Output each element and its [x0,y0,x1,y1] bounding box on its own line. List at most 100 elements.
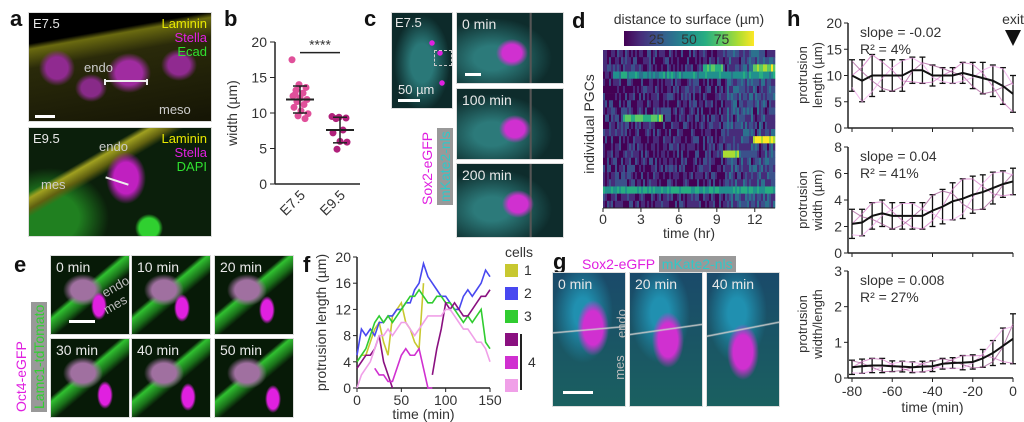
heatmap-cell [653,114,656,123]
heatmap-cell [773,107,776,115]
heatmap-cell [631,121,634,130]
heatmap-cell [669,57,672,65]
heatmap-cell [619,50,622,58]
heatmap-cell [667,136,670,144]
heatmap-cell [739,71,742,80]
heatmap-cell [731,186,734,194]
heatmap-cell [703,200,706,209]
heatmap-cell [675,143,678,151]
heatmap-cell [607,136,610,144]
heatmap-cell [653,172,656,180]
heatmap-cell [741,179,744,187]
heatmap-cell [605,93,608,101]
heatmap-cell [665,57,668,65]
heatmap-cell [615,150,618,159]
heatmap-cell [649,150,652,159]
heatmap-cell [705,93,708,101]
heatmap-cell [773,150,776,159]
micrograph-frame: 40 min [706,272,780,407]
heatmap-cell [625,143,628,151]
heatmap-cell [655,107,658,115]
heatmap-cell [633,200,636,209]
heatmap-cell [677,157,680,166]
heatmap-cell [717,57,720,65]
heatmap-cell [627,71,630,80]
heatmap-cell [743,200,746,209]
heatmap-cell [681,150,684,159]
heatmap-cell [725,172,728,180]
heatmap-cell [771,136,774,144]
heatmap-cell [731,143,734,151]
heatmap-cell [701,64,704,72]
heatmap-cell [661,143,664,151]
heatmap-cell [759,129,762,137]
heatmap-cell [695,136,698,144]
heatmap-cell [605,71,608,80]
heatmap-cell [641,93,644,101]
heatmap-cell [671,71,674,80]
heatmap-cell [605,121,608,130]
heatmap-cell [637,93,640,101]
heatmap-cell [729,164,732,173]
heatmap-cell [617,157,620,166]
heatmap-cell [715,57,718,65]
heatmap-cell [691,172,694,180]
heatmap-cell [637,107,640,115]
heatmap-cell [717,71,720,80]
heatmap-cell [669,71,672,80]
heatmap-cell [639,186,642,194]
heatmap-cell [723,85,726,94]
heatmap-cell [767,150,770,159]
heatmap-cell [689,193,692,202]
heatmap-cell [651,164,654,173]
heatmap-cell [653,85,656,94]
heatmap-cell [671,200,674,209]
heatmap-cell [663,200,666,209]
heatmap-cell [697,100,700,108]
heatmap-cell [643,71,646,80]
heatmap-cell [713,157,716,166]
heatmap-cell [733,85,736,94]
heatmap-cell [659,50,662,58]
heatmap-cell [753,121,756,130]
heatmap-cell [755,100,758,108]
heatmap-cell [707,64,710,72]
y-tick-label: 0 [259,176,267,192]
heatmap-cell [701,200,704,209]
heatmap-cell [721,85,724,94]
heatmap-cell [635,114,638,123]
heatmap-cell [751,172,754,180]
heatmap-cell [763,193,766,202]
heatmap-cell [761,100,764,108]
heatmap-cell [763,71,766,80]
heatmap-cell [771,107,774,115]
heatmap-cell [669,93,672,101]
heatmap-cell [635,71,638,80]
heatmap-cell [699,136,702,144]
heatmap-cell [655,64,658,72]
heatmap-cell [699,186,702,194]
heatmap-cell [689,64,692,72]
heatmap-cell [619,136,622,144]
heatmap-cell [753,93,756,101]
heatmap-cell [689,71,692,80]
y-tick-label: 15 [826,41,842,57]
heatmap-cell [707,143,710,151]
heatmap-cell [723,57,726,65]
heatmap-cell [685,186,688,194]
heatmap-cell [769,50,772,58]
heatmap-cell [773,172,776,180]
heatmap-cell [715,200,718,209]
heatmap-cell [673,150,676,159]
colorbar-tick-label: 25 [649,31,665,47]
heatmap-cell [701,50,704,58]
heatmap-cell [743,107,746,115]
heatmap-cell [603,85,606,94]
heatmap-cell [711,71,714,80]
heatmap-cell [757,50,760,58]
heatmap-cell [739,50,742,58]
heatmap-cell [733,129,736,137]
heatmap-cell [733,179,736,187]
heatmap-cell [771,57,774,65]
heatmap-cell [725,85,728,94]
